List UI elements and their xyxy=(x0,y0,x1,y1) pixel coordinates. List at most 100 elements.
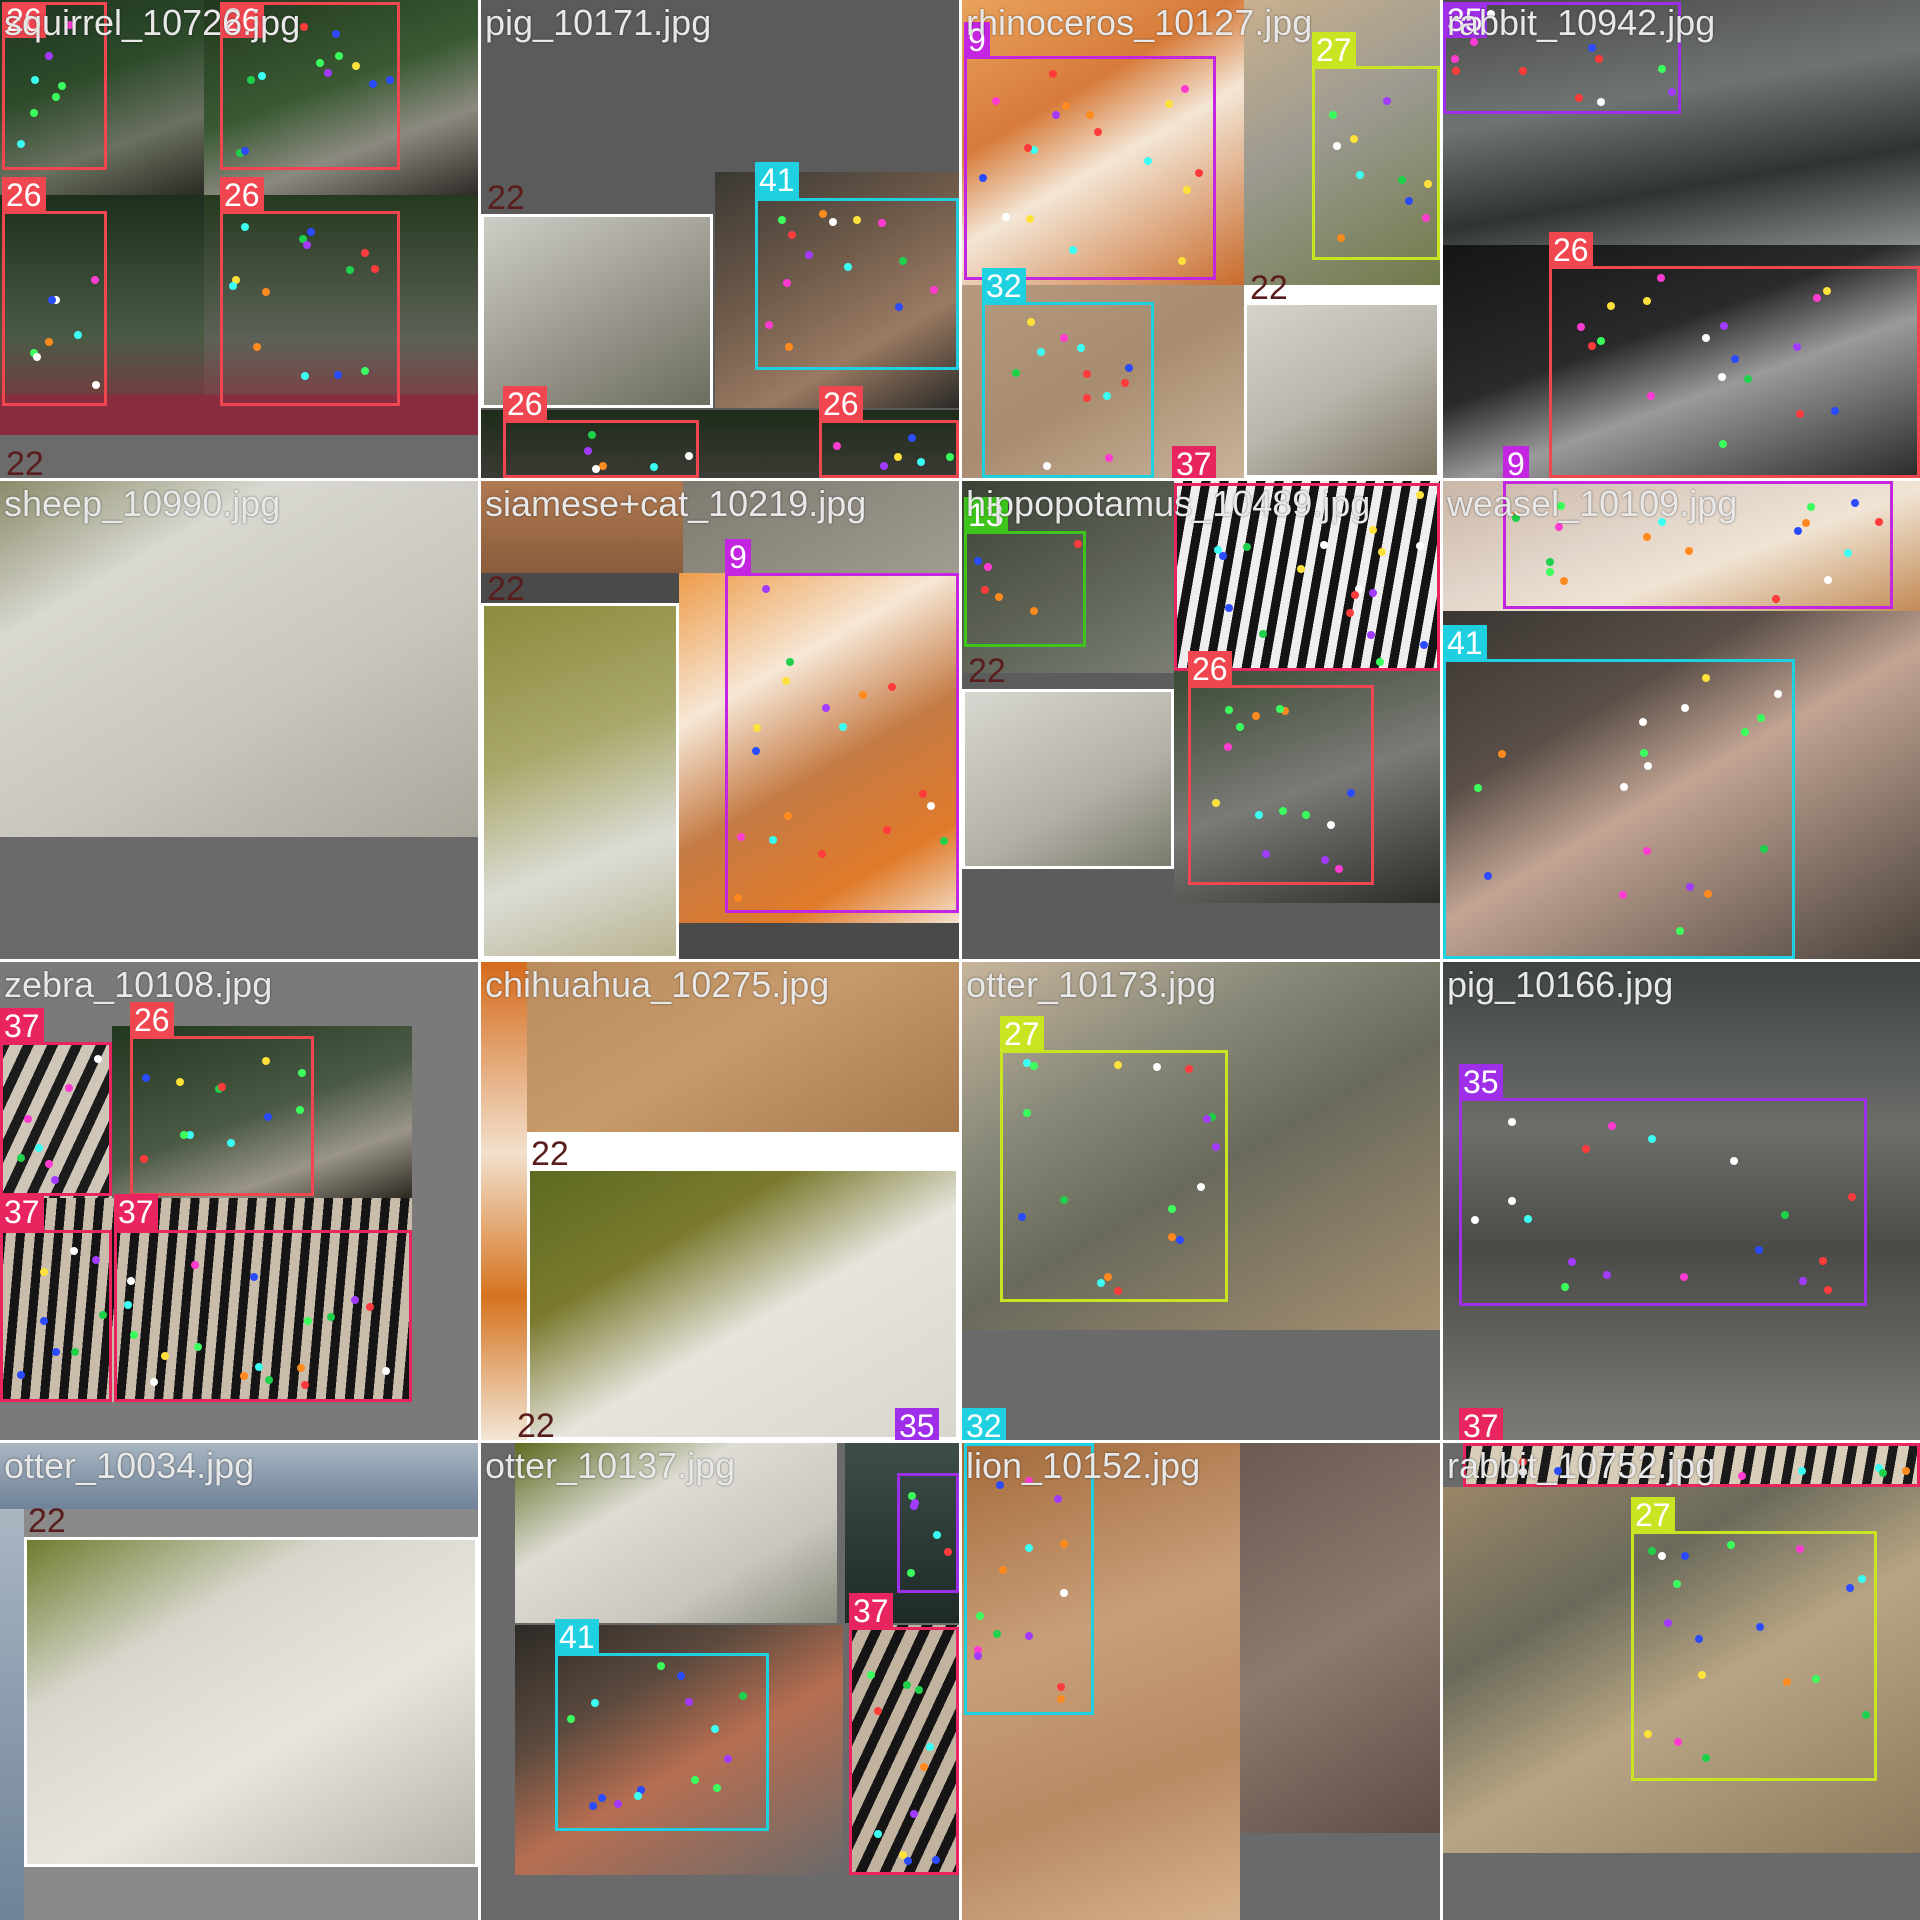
keypoint-dot xyxy=(130,1331,138,1339)
keypoint-dot xyxy=(65,1084,73,1092)
bbox-13 xyxy=(964,531,1086,647)
class-label: 32 xyxy=(982,268,1026,304)
keypoint-dot xyxy=(361,367,369,375)
keypoint-dot xyxy=(1783,1678,1791,1686)
tile-r2c3: 35 37 pig_10166.jpg xyxy=(1443,962,1920,1440)
keypoint-dot xyxy=(1657,274,1665,282)
keypoint-dot xyxy=(588,431,596,439)
keypoint-dot xyxy=(926,1743,934,1751)
keypoint-dot xyxy=(1376,658,1384,666)
keypoint-dot xyxy=(324,69,332,77)
keypoint-dot xyxy=(1681,1552,1689,1560)
keypoint-dot xyxy=(1018,1213,1026,1221)
keypoint-dot xyxy=(262,288,270,296)
keypoint-dot xyxy=(253,343,261,351)
keypoint-dot xyxy=(1658,1552,1666,1560)
bbox-26 xyxy=(2,2,107,170)
keypoint-dot xyxy=(334,371,342,379)
tile-r2c0: 37 26 37 37 zebra_10108.jpg xyxy=(0,962,478,1440)
keypoint-dot xyxy=(1557,502,1565,510)
image-filename: otter_10034.jpg xyxy=(4,1445,255,1486)
keypoint-dot xyxy=(711,1725,719,1733)
keypoint-dot xyxy=(303,241,311,249)
keypoint-dot xyxy=(819,210,827,218)
keypoint-dot xyxy=(784,812,792,820)
keypoint-dot xyxy=(58,82,66,90)
image-filename: rabbit_10752.jpg xyxy=(1447,1445,1716,1486)
keypoint-dot xyxy=(1858,1575,1866,1583)
keypoint-dot xyxy=(1680,1273,1688,1281)
keypoint-dot xyxy=(1620,783,1628,791)
class-label: 27 xyxy=(1000,1016,1044,1052)
keypoint-dot xyxy=(1023,1109,1031,1117)
keypoint-dot xyxy=(1030,607,1038,615)
keypoint-dot xyxy=(241,223,249,231)
keypoint-dot xyxy=(1674,1738,1682,1746)
bbox-26 xyxy=(503,420,699,478)
keypoint-dot xyxy=(782,677,790,685)
tile-r0c1: 22 41 26 26 pig_10171.jpg xyxy=(481,0,959,478)
image-filename: weasel_10109.jpg xyxy=(1447,483,1738,524)
keypoint-dot xyxy=(1644,762,1652,770)
keypoint-dot xyxy=(351,1296,359,1304)
keypoint-dot xyxy=(920,1763,928,1771)
keypoint-dot xyxy=(176,1078,184,1086)
keypoint-dot xyxy=(124,1301,132,1309)
keypoint-dot xyxy=(1603,1271,1611,1279)
keypoint-dot xyxy=(1424,180,1432,188)
keypoint-dot xyxy=(1369,589,1377,597)
keypoint-dot xyxy=(1470,38,1478,46)
keypoint-dot xyxy=(1731,355,1739,363)
keypoint-dot xyxy=(386,76,394,84)
keypoint-dot xyxy=(17,140,25,148)
keypoint-dot xyxy=(1718,373,1726,381)
keypoint-dot xyxy=(1802,519,1810,527)
keypoint-dot xyxy=(880,462,888,470)
keypoint-dot xyxy=(99,1311,107,1319)
keypoint-dot xyxy=(979,174,987,182)
keypoint-dot xyxy=(1560,577,1568,585)
keypoint-dot xyxy=(1405,197,1413,205)
keypoint-dot xyxy=(1060,1589,1068,1597)
image-patch xyxy=(962,0,1244,285)
keypoint-dot xyxy=(247,76,255,84)
keypoint-dot xyxy=(917,458,925,466)
tile-r1c0: sheep_10990.jpg xyxy=(0,481,478,959)
keypoint-dot xyxy=(1351,591,1359,599)
keypoint-dot xyxy=(713,1784,721,1792)
bbox-9 xyxy=(725,573,959,913)
keypoint-dot xyxy=(180,1131,188,1139)
keypoint-dot xyxy=(1452,67,1460,75)
keypoint-dot xyxy=(1236,723,1244,731)
tile-r3c0: 22 otter_10034.jpg xyxy=(0,1443,478,1920)
keypoint-dot xyxy=(999,1566,1007,1574)
keypoint-dot xyxy=(1597,337,1605,345)
keypoint-dot xyxy=(1851,499,1859,507)
keypoint-dot xyxy=(1347,789,1355,797)
bbox-41 xyxy=(1443,659,1795,959)
keypoint-dot xyxy=(1383,97,1391,105)
keypoint-dot xyxy=(1125,364,1133,372)
keypoint-dot xyxy=(1181,85,1189,93)
keypoint-dot xyxy=(888,683,896,691)
bbox-27 xyxy=(1312,66,1440,260)
keypoint-dot xyxy=(298,1069,306,1077)
keypoint-dot xyxy=(1054,1495,1062,1503)
keypoint-dot xyxy=(1335,865,1343,873)
class-label: 9 xyxy=(1503,446,1529,478)
keypoint-dot xyxy=(753,724,761,732)
keypoint-dot xyxy=(70,1247,78,1255)
keypoint-dot xyxy=(1094,128,1102,136)
keypoint-dot xyxy=(592,465,600,473)
keypoint-dot xyxy=(1798,1467,1806,1475)
keypoint-dot xyxy=(30,109,38,117)
keypoint-dot xyxy=(874,1707,882,1715)
keypoint-dot xyxy=(805,251,813,259)
keypoint-dot xyxy=(1695,1635,1703,1643)
image-filename: rhinoceros_10127.jpg xyxy=(966,2,1313,43)
class-label: 32 xyxy=(962,1408,1006,1440)
image-patch xyxy=(515,1443,837,1623)
keypoint-dot xyxy=(1673,1580,1681,1588)
keypoint-dot xyxy=(346,266,354,274)
keypoint-dot xyxy=(1686,883,1694,891)
